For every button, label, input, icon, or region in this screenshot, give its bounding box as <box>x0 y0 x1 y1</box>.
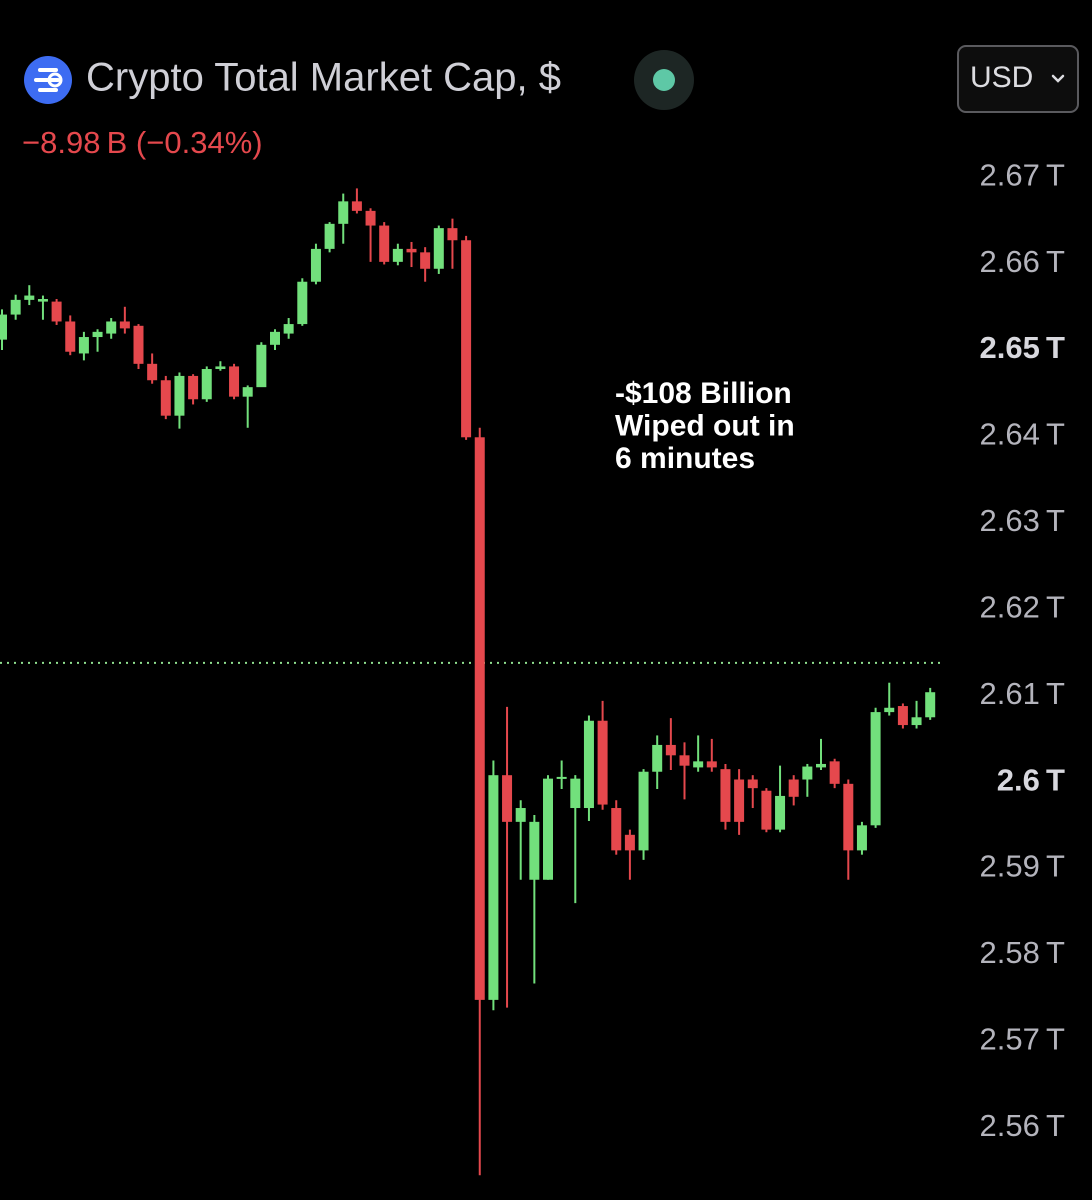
candle-body <box>597 720 608 805</box>
candle-body <box>201 369 212 400</box>
candle-body <box>761 790 772 830</box>
y-tick-label: 2.65 T <box>980 330 1066 365</box>
candle-body <box>270 331 280 345</box>
y-tick-label: 2.64 T <box>980 417 1066 452</box>
candle-body <box>461 240 472 438</box>
candle-body <box>679 755 690 766</box>
candle-body <box>556 776 567 779</box>
candle-body <box>174 375 185 416</box>
candle-body <box>324 223 335 249</box>
candle-body <box>706 761 717 768</box>
candle-body <box>338 201 349 224</box>
y-tick-label: 2.66 T <box>980 244 1066 279</box>
candle-body <box>816 763 826 768</box>
logo <box>24 56 72 104</box>
candle-body <box>10 299 21 315</box>
candle-body <box>638 771 649 851</box>
currency-selector[interactable]: USD <box>957 45 1079 113</box>
y-tick-label: 2.61 T <box>980 676 1066 711</box>
candle-body <box>65 321 76 352</box>
candle-body <box>256 344 267 388</box>
y-tick-label: 2.56 T <box>980 1108 1066 1143</box>
candle-body <box>583 720 594 809</box>
candle-body <box>406 248 417 253</box>
candle-body <box>420 252 431 269</box>
change-label: −8.98 B (−0.34%) <box>22 125 263 160</box>
candle-body <box>447 228 458 241</box>
candle-body <box>37 299 48 302</box>
candle-body <box>843 783 854 851</box>
y-tick-label: 2.67 T <box>980 157 1066 192</box>
candle-body <box>884 707 895 713</box>
candle-body <box>652 744 663 772</box>
y-tick-label: 2.6 T <box>997 762 1065 797</box>
candle-body <box>570 778 581 809</box>
candle-body <box>283 324 294 334</box>
candle-body <box>351 201 362 211</box>
candle-body <box>51 301 62 322</box>
candle-body <box>747 779 758 789</box>
candle-body <box>897 706 908 726</box>
chart-title: Crypto Total Market Cap, $ <box>86 56 561 100</box>
candle-body <box>802 766 813 780</box>
candle-body <box>925 692 936 718</box>
candle-body <box>788 779 799 797</box>
candle-body <box>392 248 403 262</box>
y-tick-label: 2.62 T <box>980 589 1066 624</box>
candle-body <box>488 775 499 1000</box>
annotation-line: Wiped out in <box>615 409 795 442</box>
candle-body <box>0 314 7 340</box>
candle-body <box>529 821 540 880</box>
candle-body <box>215 366 226 370</box>
candle-body <box>543 778 553 880</box>
candle-body <box>297 281 308 325</box>
candle-body <box>160 380 171 416</box>
y-tick-label: 2.59 T <box>980 849 1066 884</box>
currency-label[interactable]: USD <box>970 61 1033 94</box>
candle-body <box>379 225 390 262</box>
candle-body <box>515 808 526 822</box>
annotation-line: 6 minutes <box>615 442 755 475</box>
candle-body <box>474 437 485 1000</box>
candle-body <box>229 366 240 397</box>
y-tick-label: 2.58 T <box>980 935 1066 970</box>
candle-body <box>92 331 103 338</box>
candle-body <box>734 779 745 822</box>
candle-body <box>119 321 130 329</box>
candle-body <box>24 295 35 300</box>
candle-body <box>188 375 199 400</box>
candle-body <box>133 325 144 364</box>
candle-body <box>502 775 513 822</box>
candle-body <box>720 769 731 822</box>
candle-body <box>147 363 158 381</box>
status-indicator <box>634 50 694 110</box>
candle-body <box>242 387 253 397</box>
annotation-line: -$108 Billion <box>615 377 792 410</box>
y-tick-label: 2.63 T <box>980 503 1066 538</box>
candle-body <box>856 825 867 851</box>
candle-body <box>911 717 922 726</box>
candle-body <box>693 761 704 768</box>
candle-body <box>433 228 444 269</box>
candle-body <box>829 761 840 784</box>
candle-body <box>78 337 89 354</box>
candle-body <box>106 321 117 334</box>
candle-body <box>365 210 376 226</box>
candle-body <box>310 248 321 282</box>
candle-body <box>665 744 676 756</box>
candle-body <box>775 795 786 830</box>
candle-body <box>624 834 635 851</box>
candle-body <box>870 712 881 826</box>
y-tick-label: 2.57 T <box>980 1022 1066 1057</box>
candle-body <box>611 808 622 851</box>
